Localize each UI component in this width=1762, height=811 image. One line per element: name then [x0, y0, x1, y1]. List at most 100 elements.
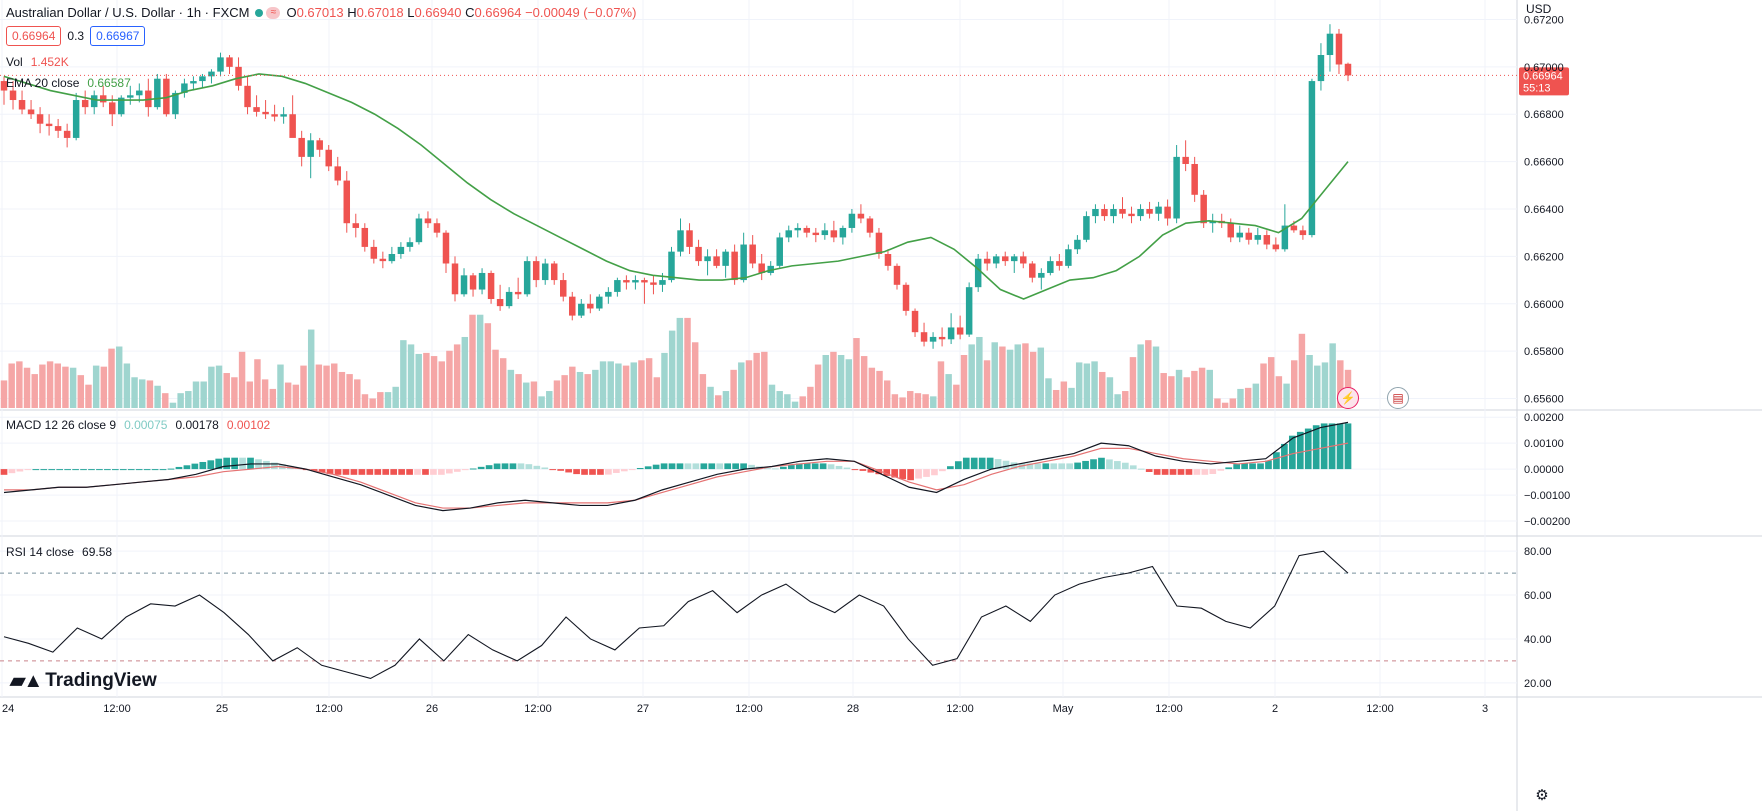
volume-bar [1114, 394, 1121, 408]
sell-price-box[interactable]: 0.66964 [6, 26, 62, 46]
candle [90, 95, 98, 108]
macd-histogram-bar [207, 460, 215, 470]
macd-histogram-bar [469, 468, 477, 470]
volume-bar [753, 352, 760, 408]
spread-value: 0.3 [67, 29, 85, 43]
macd-histogram-bar [1209, 469, 1217, 475]
macd-histogram-bar [620, 469, 628, 472]
volume-bar [146, 380, 154, 408]
brand-name: TradingView [45, 669, 157, 691]
volume-bar [592, 369, 599, 408]
currency-unit[interactable]: USD [1526, 2, 1552, 16]
volume-bar [1267, 357, 1275, 408]
candle [172, 92, 179, 115]
volume-bar [246, 381, 253, 408]
macd-histogram-bar [517, 463, 525, 470]
volume-bar [1337, 360, 1344, 408]
macd-histogram-bar [310, 469, 318, 471]
event-flash-icon[interactable]: ⚡ [1337, 387, 1359, 409]
volume-bar [62, 366, 69, 408]
candle [379, 258, 387, 262]
macd-histogram-bar [676, 463, 684, 470]
macd-histogram-bar [191, 463, 199, 470]
volume-bar [100, 366, 108, 408]
rsi-tick: 20.00 [1524, 678, 1552, 690]
volume-bar [930, 396, 937, 408]
wave-icon: ≈ [266, 6, 281, 19]
market-open-icon [255, 8, 264, 17]
volume-bar [676, 317, 684, 408]
macd-histogram-bar [1233, 464, 1241, 470]
macd-histogram-bar [875, 469, 883, 475]
macd-histogram-bar [1249, 463, 1256, 470]
volume-bar [1329, 343, 1336, 408]
macd-histogram-bar [1129, 465, 1137, 470]
volume-bar [384, 392, 392, 408]
volume-bar [499, 358, 507, 408]
macd-histogram-bar [1114, 461, 1121, 470]
candle [0, 81, 8, 91]
time-tick: 26 [426, 703, 438, 715]
symbol-title[interactable]: Australian Dollar / U.S. Dollar · 1h · F… [6, 5, 250, 20]
macd-histogram-bar [461, 469, 469, 471]
macd-histogram-bar [557, 469, 565, 471]
macd-histogram-bar [533, 465, 541, 470]
candle [866, 218, 874, 233]
status-icons[interactable]: ≈ [255, 6, 281, 19]
volume-bar [277, 364, 284, 408]
candle [1128, 213, 1135, 217]
tradingview-mark-icon: ▰▲ [10, 670, 43, 692]
volume-bar [39, 364, 46, 408]
volume-bar [968, 344, 975, 408]
macd-histogram-bar [119, 469, 127, 471]
tradingview-logo[interactable]: ▰▲ TradingView [10, 668, 157, 693]
ema-legend[interactable]: EMA 20 close 0.66587 [6, 76, 131, 90]
volume-bar [661, 352, 668, 408]
candle [884, 254, 892, 266]
volume-bar [645, 358, 653, 408]
rsi-legend[interactable]: RSI 14 close 69.58 [6, 545, 113, 559]
macd-histogram-bar [1257, 463, 1264, 470]
volume-bar [1175, 369, 1183, 408]
volume-bar [323, 365, 330, 408]
macd-histogram-bar [56, 469, 64, 471]
candle [794, 227, 802, 231]
candle [343, 180, 351, 224]
volume-bar [1075, 362, 1083, 408]
candle [956, 327, 964, 335]
macd-histogram-bar [159, 469, 167, 471]
volume-bar [860, 356, 868, 408]
volume-bar [1006, 349, 1014, 408]
candle [460, 275, 468, 295]
candle [1254, 235, 1262, 240]
macd-histogram-bar [1082, 460, 1089, 470]
volume-bar [377, 392, 384, 408]
volume-bar [315, 364, 323, 408]
volume-bar [354, 379, 361, 408]
buy-price-box[interactable]: 0.66967 [90, 26, 146, 46]
us-flag-icon[interactable]: ▤ [1387, 387, 1409, 409]
macd-histogram-bar [986, 457, 994, 470]
price-tick: 0.66600 [1524, 157, 1564, 169]
macd-tick: −0.00100 [1524, 490, 1570, 502]
settings-gear-icon[interactable]: ⚙ [1535, 787, 1549, 804]
volume-bar [1029, 351, 1037, 408]
macd-histogram-bar [1137, 468, 1145, 470]
macd-histogram-bar [628, 469, 636, 471]
candle [722, 251, 729, 266]
price-candles [0, 24, 1352, 349]
candle [154, 78, 161, 108]
volume-legend[interactable]: Vol 1.452K [6, 55, 69, 69]
volume-bar [407, 344, 415, 408]
candle [938, 336, 946, 340]
macd-histogram-bar [239, 457, 246, 470]
volume-bar [238, 351, 246, 408]
volume-bar [492, 349, 499, 408]
macd-histogram-bar [1241, 463, 1248, 470]
volume-bar [538, 396, 545, 408]
candle [199, 76, 206, 82]
candle [713, 256, 720, 266]
volume-bar [814, 364, 822, 408]
macd-legend[interactable]: MACD 12 26 close 9 0.00075 0.00178 0.00102 [6, 418, 271, 432]
